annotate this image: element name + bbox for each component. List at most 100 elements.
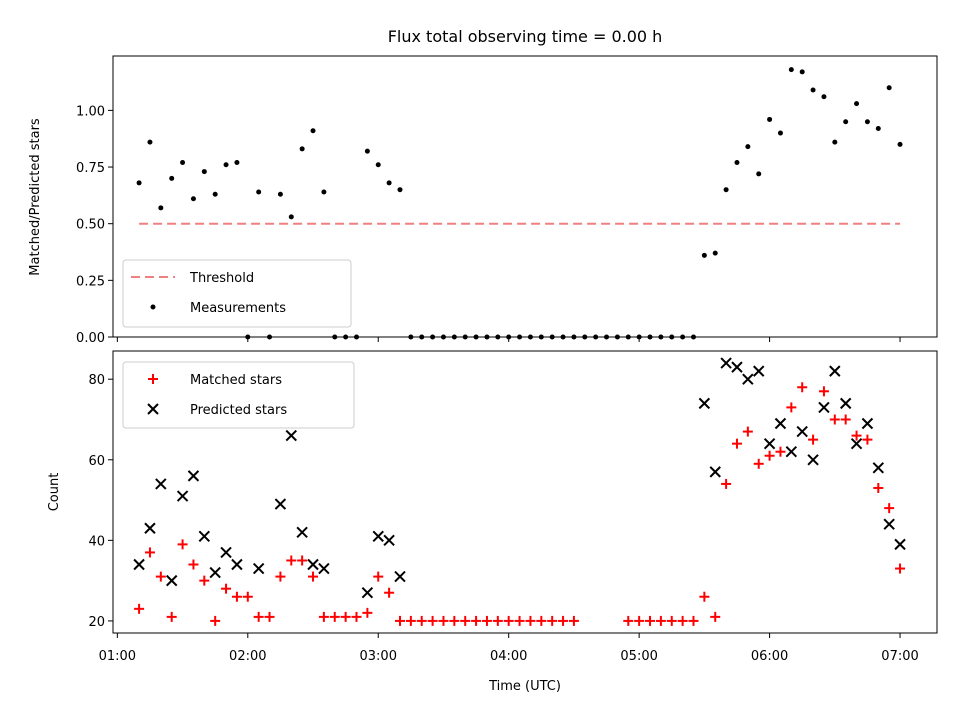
matched-star-point [666,615,677,626]
x-tick-label: 01:00 [99,649,136,664]
legend-threshold-label: Threshold [189,271,254,286]
bottom-plot-frame [112,350,938,634]
measurement-point [875,126,881,132]
matched-star-point [818,386,829,397]
matched-star-point [558,615,569,626]
measurement-point [832,139,838,145]
matched-star-point [286,555,297,566]
matched-star-point [384,587,395,598]
measurement-point [723,187,729,193]
measurement-point [864,119,870,125]
x-tick-label: 06:00 [751,649,788,664]
predicted-star-point [133,558,145,571]
matched-star-point [210,615,221,626]
legend-measurements-swatch [150,304,156,310]
bottom-y-tick-label: 40 [88,534,105,549]
matched-star-point [634,615,645,626]
measurement-point [180,160,186,166]
top-plot-frame [112,55,938,338]
measurement-point [223,162,229,168]
predicted-star-point [753,365,765,377]
matched-star-point [525,615,536,626]
matched-star-point [677,615,688,626]
predicted-star-point [731,361,743,373]
matched-star-point [308,571,319,582]
matched-star-point [460,615,471,626]
matched-star-point [199,575,210,586]
measurement-point [767,116,773,122]
matched-star-points [134,382,906,626]
measurement-point [147,139,153,145]
measurement-point [310,128,316,134]
x-tick-label: 05:00 [620,649,657,664]
matched-star-point [340,611,351,622]
top-panel: 0.00 0.25 0.50 0.75 1.00 Matched/Predicted s… [28,55,938,346]
matched-star-point [438,615,449,626]
measurement-point [190,196,196,202]
matched-star-point [547,615,558,626]
predicted-star-point [894,538,906,551]
matched-star-point [775,446,786,457]
x-tick-label: 03:00 [360,649,397,664]
bottom-y-tick-label: 20 [88,615,105,630]
predicted-star-point [720,357,732,369]
legend-matched-label: Matched stars [190,373,282,388]
bottom-legend: Matched stars Predicted stars [122,361,355,429]
matched-star-point [699,591,710,602]
top-legend: Threshold Measurements [122,259,352,328]
legend-predicted-label: Predicted stars [190,403,287,418]
legend-predicted-swatch [147,403,159,415]
legend-matched-marker [148,374,158,384]
matched-star-point [373,571,384,582]
measurement-point [886,85,892,91]
bottom-legend-box [122,361,355,429]
matched-star-point [177,539,188,550]
predicted-star-point [883,518,895,530]
predicted-star-point [361,587,374,599]
measurement-point [777,130,783,136]
predicted-star-point [829,365,841,377]
predicted-star-point [187,470,200,482]
predicted-star-point [742,373,754,385]
measurement-point [799,69,805,75]
measurement-point [788,67,794,73]
top-y-tick-label: 0.75 [76,161,105,176]
matched-star-point [568,615,579,626]
legend-predicted-marker [147,403,159,415]
measurement-point [843,119,849,125]
predicted-star-point [252,562,265,575]
matched-star-point [297,555,308,566]
measurement-point [734,160,740,166]
matched-star-point [362,607,373,618]
measurement-point [386,180,392,186]
matched-star-point [351,611,362,622]
bottom-x-ticks: 01:00 02:00 03:00 04:00 05:00 06:00 07:00 [99,633,919,664]
measurement-point [158,205,164,211]
measurement-point [299,146,305,152]
predicted-star-point [220,546,232,559]
matched-star-point [884,503,895,514]
predicted-star-point [318,562,330,575]
predicted-star-point [144,522,156,534]
x-tick-label: 04:00 [490,649,527,664]
predicted-star-point [372,530,384,543]
top-y-tick-label: 0.50 [76,218,105,233]
measurement-point [212,191,218,197]
matched-star-point [731,438,742,449]
measurement-point [277,191,283,197]
matched-star-point [275,571,286,582]
matched-star-point [416,615,427,626]
matched-star-point [188,559,199,570]
x-axis-label: Time (UTC) [488,679,561,694]
predicted-star-point [394,570,406,583]
measurement-point [897,141,903,147]
matched-star-point [895,563,906,574]
measurement-point [810,87,816,93]
matched-star-point [242,591,253,602]
top-y-tick-label: 1.00 [76,104,105,119]
chart-title: Flux total observing time = 0.00 h [388,27,663,46]
bottom-y-tick-label: 80 [88,373,105,388]
matched-star-point [481,615,492,626]
matched-star-point [155,571,166,582]
